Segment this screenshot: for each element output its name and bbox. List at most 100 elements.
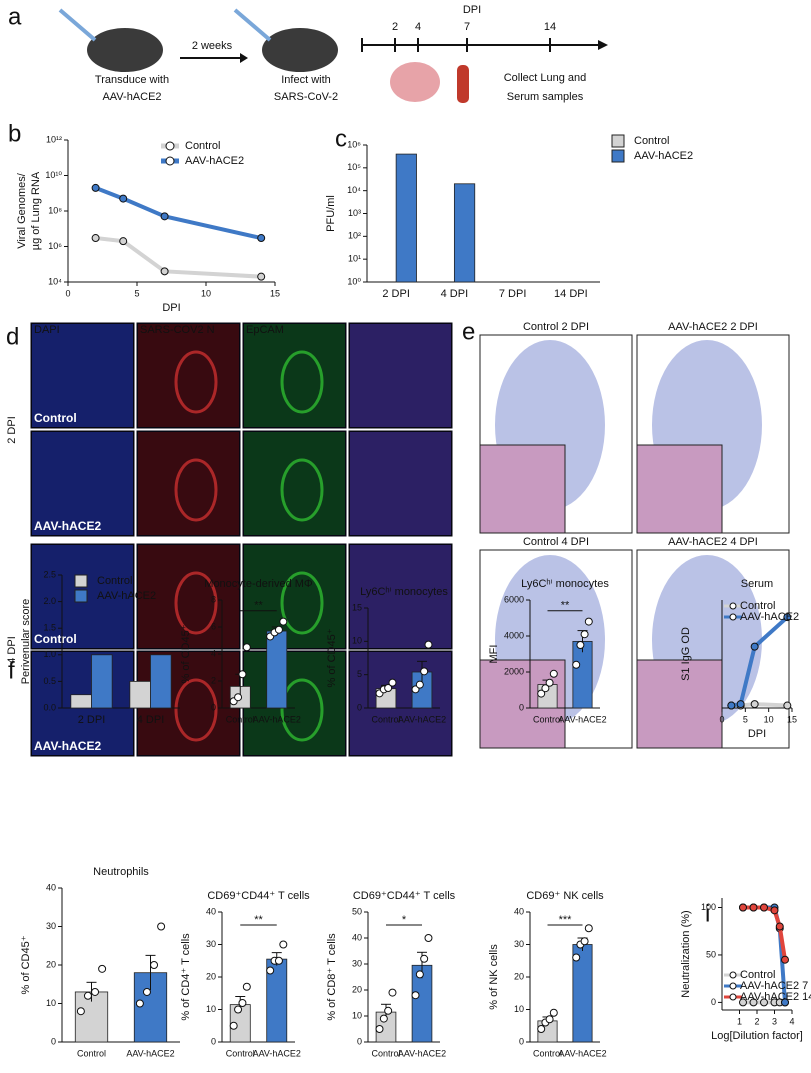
x-tick-label: 0	[65, 288, 70, 298]
x-tick-label: AAV-hACE2	[253, 1048, 301, 1058]
y-axis-label: % of CD8⁺ T cells	[326, 933, 338, 1021]
data-point	[388, 988, 397, 997]
x-tick-label: 2	[754, 1016, 759, 1026]
legend-marker	[729, 602, 737, 610]
chart: 10⁴ 10⁶ 10⁸ 10¹⁰ 10¹² 0 5 10 15 Viral Genomes/µg …	[16, 134, 280, 314]
data-point	[119, 237, 128, 246]
chart: 0 2000 4000 6000 Ly6Cʰⁱ monocytes MFI ControlA…	[488, 578, 609, 724]
y-tick-label: 4	[211, 648, 216, 658]
y-tick-label: 0	[711, 997, 716, 1007]
legend-label: Control	[185, 140, 220, 152]
data-point	[266, 966, 275, 975]
lung-icon	[390, 62, 440, 102]
x-axis-label: DPI	[748, 728, 766, 740]
chart: 0 10 20 30 40 Neutrophils % of CD45⁺ Control AAV…	[20, 866, 180, 1058]
interval: 2 weeks	[192, 40, 233, 52]
histology-title: Control 2 DPI	[523, 321, 589, 333]
y-tick-label: 5	[357, 669, 362, 679]
bar	[70, 694, 92, 709]
y-tick-label: 0	[357, 1036, 362, 1046]
legend-label: AAV-hACE2 14 DPI	[740, 991, 811, 1003]
legend-label: AAV-hACE2	[185, 155, 244, 167]
data-point	[424, 934, 433, 942]
y-axis-label: % of CD45⁺	[180, 624, 192, 683]
chart: 0 5 10 15 Ly6Cʰⁱ monocytes % of CD45⁺ ControlA…	[326, 586, 448, 724]
data-point	[160, 267, 169, 276]
x-tick-label: AAV-hACE2	[398, 1048, 446, 1058]
x-tick-label: 15	[270, 288, 280, 298]
legend-marker	[165, 156, 175, 166]
x-tick-label: 1	[737, 1016, 742, 1026]
y-tick-label: 40	[206, 906, 216, 916]
x-tick-label: 3	[772, 1016, 777, 1026]
data-point	[749, 998, 758, 1007]
chart-title: CD69⁺CD44⁺ T cells	[207, 890, 310, 902]
y-tick-label: 10⁴	[347, 185, 361, 195]
data-point	[783, 701, 792, 710]
y-axis-label: % of CD45⁺	[326, 628, 338, 687]
data-point	[727, 701, 736, 710]
chart: 0 10 20 30 40 50 CD69⁺CD44⁺ T cells % of CD8⁺ T…	[326, 890, 456, 1058]
data-point	[775, 922, 784, 931]
x-tick-label: Control	[371, 1048, 400, 1058]
y-tick-label: 2.0	[43, 596, 56, 606]
y-axis-label: % of NK cells	[488, 944, 500, 1010]
y-tick-label: 10	[352, 1010, 362, 1020]
y-tick-label: 30	[352, 958, 362, 968]
x-tick-label: Control	[371, 714, 400, 724]
data-point	[157, 922, 166, 931]
data-point	[257, 234, 266, 243]
syringe	[233, 8, 272, 42]
y-axis-label: Viral Genomes/	[16, 172, 28, 249]
data-point	[781, 998, 789, 1007]
legend-marker	[729, 971, 737, 979]
chart-title: Serum	[741, 578, 773, 590]
data-point	[576, 641, 585, 649]
legend-marker	[729, 613, 737, 621]
panel-label: c	[335, 125, 347, 152]
series-line	[93, 185, 264, 241]
legend-label: AAV-hACE2	[634, 150, 693, 162]
y-tick-label: 10¹²	[46, 134, 62, 144]
mouse	[87, 28, 163, 72]
y-axis-label: Perivenular score	[20, 599, 32, 685]
data-point	[537, 1025, 546, 1033]
data-point	[572, 660, 581, 669]
chart-title: Ly6Cʰⁱ monocytes	[360, 586, 448, 598]
significance: *	[402, 914, 407, 926]
data-point	[580, 630, 589, 639]
data-point	[242, 982, 251, 991]
y-tick-label: 10⁴	[48, 276, 62, 286]
histology-title: AAV-hACE2 4 DPI	[668, 536, 758, 548]
y-tick-label: 100	[701, 902, 716, 912]
legend-label: AAV-hACE2 7 DPI	[740, 980, 811, 992]
y-tick-label: 6000	[504, 594, 524, 604]
y-tick-label: 40	[46, 882, 56, 892]
y-tick-label: 10⁵	[347, 162, 361, 172]
data-point	[750, 642, 759, 651]
y-tick-label: 10⁶	[48, 241, 62, 251]
legend-swatch	[74, 574, 88, 588]
y-tick-label: 15	[352, 602, 362, 612]
data-point	[424, 640, 433, 649]
y-tick-label: 1.0	[43, 649, 56, 659]
y-tick-label: 10⁶	[347, 139, 361, 149]
group-label: Control	[34, 632, 77, 646]
chart: 0.0 0.5 1.0 1.5 2.0 2.5 Perivenular score 2 DPI…	[20, 569, 180, 726]
data-point	[584, 617, 593, 626]
data-point	[384, 1006, 393, 1015]
legend-label: Control	[97, 575, 132, 587]
bar	[395, 153, 417, 283]
data-point	[135, 999, 144, 1008]
x-tick-label: AAV-hACE2	[253, 714, 301, 724]
collect-text: Collect Lung and	[504, 72, 587, 84]
data-point	[274, 625, 283, 634]
bar	[150, 654, 172, 709]
channel-label: SARS-COV2 N	[140, 324, 215, 336]
y-tick-label: 0.0	[43, 702, 56, 712]
data-point	[375, 1025, 384, 1033]
data-point	[541, 684, 550, 693]
x-axis-label: DPI	[162, 302, 180, 314]
